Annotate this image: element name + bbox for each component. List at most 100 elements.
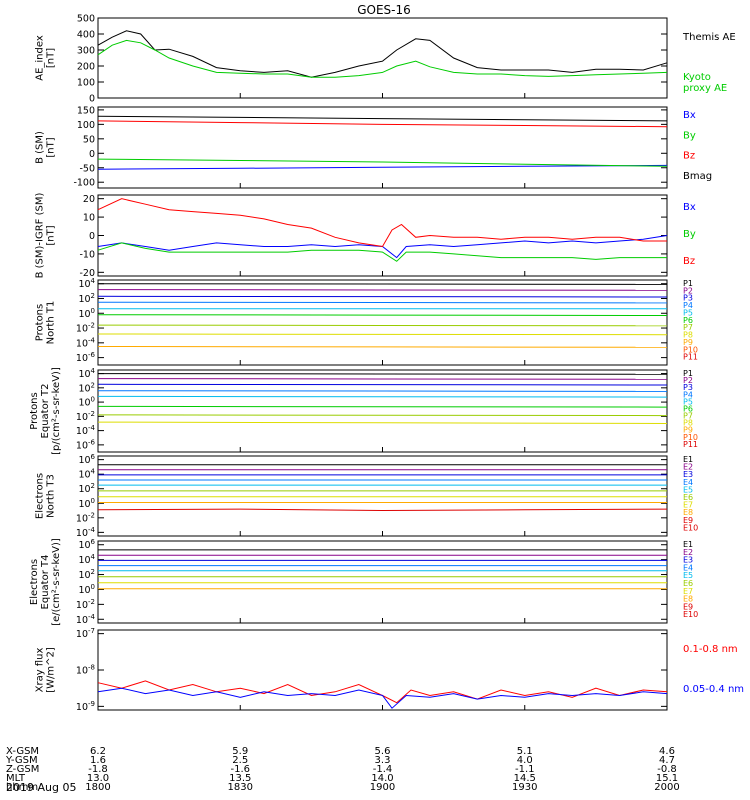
date-label: 2019 Aug 05 xyxy=(6,781,76,794)
y-tick-label: 100 xyxy=(78,307,95,320)
legend-entry: P4 xyxy=(683,390,693,399)
series-p3 xyxy=(97,383,668,386)
ephemeris-value: -1.4 xyxy=(373,764,393,775)
panel-frame xyxy=(97,629,668,711)
legend-entry: P11 xyxy=(683,353,698,362)
ephemeris-value: 5.6 xyxy=(375,746,391,757)
panel-frame xyxy=(97,540,668,624)
ephemeris-value: 4.6 xyxy=(659,746,675,757)
legend-entry: P1 xyxy=(683,369,693,378)
y-tick-label: -50 xyxy=(79,163,95,174)
legend-entry: Bz xyxy=(683,151,695,162)
ephemeris-value: 14.5 xyxy=(514,773,536,784)
y-tick-label: 100 xyxy=(77,120,95,131)
ephemeris-value: 1830 xyxy=(228,782,253,793)
ephemeris-row-label: Z-GSM xyxy=(6,764,39,775)
y-tick-label: 0 xyxy=(89,94,95,105)
legend-entry: P4 xyxy=(683,301,693,310)
y-tick-label: 10-2 xyxy=(76,598,95,611)
series-by xyxy=(97,242,667,262)
legend-entry: Bmag xyxy=(683,171,712,182)
panel-1: 0 100 200 300 400 500 AE_index[nT] Themis AE Kyo… xyxy=(35,14,736,105)
series-p7 xyxy=(97,324,668,327)
ephemeris-value: 15.1 xyxy=(656,773,678,784)
series-p1 xyxy=(97,373,668,375)
legend-entry: Bx xyxy=(683,202,696,213)
series-p7 xyxy=(97,414,668,417)
series-bz xyxy=(97,198,667,248)
legend-entry: E9 xyxy=(683,602,693,611)
y-tick-label: 10-6 xyxy=(76,438,96,451)
legend-entry: E1 xyxy=(683,455,693,464)
series-p9 xyxy=(97,346,668,348)
legend-entry: P11 xyxy=(683,440,698,449)
legend-entry: P9 xyxy=(683,338,693,347)
legend-entry: E5 xyxy=(683,571,693,580)
y-tick-label: 200 xyxy=(77,62,95,73)
legend-entry: P6 xyxy=(683,404,693,413)
y-tick-label: 10-8 xyxy=(76,664,95,677)
series-bz xyxy=(97,120,668,128)
legend-entry: P10 xyxy=(683,433,698,442)
y-tick-label: 104 xyxy=(78,367,95,380)
ephemeris-value: 4.0 xyxy=(517,755,533,766)
y-tick-label: 102 xyxy=(78,568,95,581)
panel-frame xyxy=(97,194,668,277)
y-tick-label: 10-9 xyxy=(76,700,95,713)
legend-entry: Kyoto proxy AE xyxy=(683,72,727,94)
ephemeris-value: -0.8 xyxy=(657,764,677,775)
y-tick-label: 106 xyxy=(78,453,95,466)
legend-entry: P7 xyxy=(683,412,693,421)
ephemeris-row-label: MLT xyxy=(6,773,26,784)
y-tick-label: 400 xyxy=(77,30,95,41)
series-p5 xyxy=(97,395,668,398)
legend-entry: 0.05-0.4 nm xyxy=(683,684,744,695)
ephemeris-value: 3.3 xyxy=(375,755,391,766)
series-p8 xyxy=(97,333,668,336)
y-tick-label: 100 xyxy=(78,396,95,409)
panel-frame xyxy=(97,17,668,99)
legend-entry: 0.1-0.8 nm xyxy=(683,644,738,655)
ephemeris-value: 6.2 xyxy=(90,746,106,757)
panel-frame xyxy=(97,279,668,366)
ephemeris-value: -1.1 xyxy=(515,764,535,775)
panel-8: 10-7 10-8 10-9 Xray flux[W/m^2] 0.1-0.8 nm 0.… xyxy=(35,627,745,713)
series-0-1-0-8-nm xyxy=(97,680,668,704)
legend-entry: E7 xyxy=(683,587,693,596)
legend-entry: E1 xyxy=(683,540,693,549)
legend-entry: P9 xyxy=(683,426,693,435)
y-tick-label: 10-2 xyxy=(76,511,95,524)
plot-title: GOES-16 xyxy=(357,3,411,17)
y-tick-label: 102 xyxy=(78,292,95,305)
legend-entry: E3 xyxy=(683,556,693,565)
y-axis-label: Xray flux[W/m^2] xyxy=(35,647,57,693)
panel-2: -100 -50 0 50 100 150 B (SM)[nT] Bx By Bz Bmag xyxy=(35,105,713,188)
ephemeris-row-label: X-GSM xyxy=(6,746,39,757)
series-p6 xyxy=(97,405,668,408)
legend-entry: E6 xyxy=(683,579,693,588)
y-tick-label: -10 xyxy=(79,249,95,260)
y-axis-label: AE_index[nT] xyxy=(35,35,57,81)
legend-entry: Bx xyxy=(683,110,696,121)
legend-entry: P6 xyxy=(683,316,693,325)
panel-frame xyxy=(97,455,668,537)
ephemeris-row-label: Y-GSM xyxy=(5,755,38,766)
series-p3 xyxy=(97,295,668,298)
series-kyoto-proxy-ae xyxy=(97,39,668,78)
legend-entry: P1 xyxy=(683,279,693,288)
y-tick-label: 10 xyxy=(83,213,95,224)
panel-3: -20 -10 0 10 20 B (SM)-IGRF (SM)[nT] Bx By Bz xyxy=(35,193,696,279)
ephemeris-value: 14.0 xyxy=(371,773,393,784)
y-tick-label: 10-4 xyxy=(76,526,96,539)
ephemeris-value: -1.6 xyxy=(230,764,250,775)
series-0-05-0-4-nm xyxy=(97,687,668,709)
y-tick-label: 20 xyxy=(83,194,95,205)
ephemeris-value: 13.0 xyxy=(87,773,109,784)
y-axis-label: ElectronsNorth T3 xyxy=(35,473,57,519)
y-tick-label: 500 xyxy=(77,14,95,25)
series-themis-ae xyxy=(97,30,668,78)
